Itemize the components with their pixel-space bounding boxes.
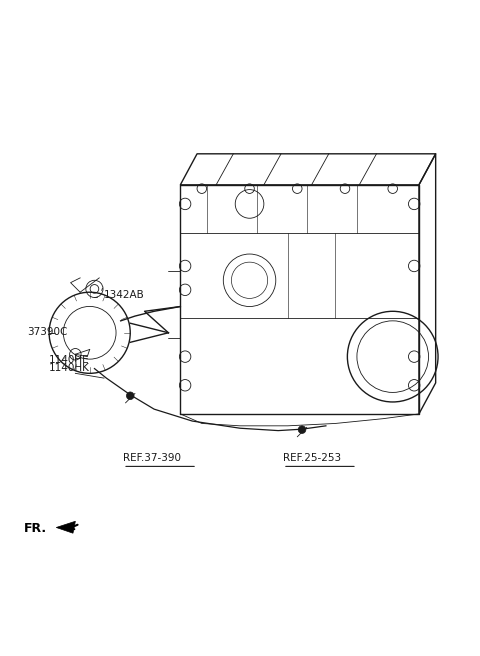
Text: REF.37-390: REF.37-390: [123, 453, 181, 462]
Text: 1140HK: 1140HK: [49, 363, 90, 373]
Circle shape: [298, 426, 306, 434]
Text: 1140HE: 1140HE: [49, 355, 90, 365]
Text: FR.: FR.: [24, 522, 48, 535]
Text: 1342AB: 1342AB: [104, 291, 145, 300]
Text: 37390C: 37390C: [28, 327, 68, 337]
Text: REF.25-253: REF.25-253: [283, 453, 341, 462]
Polygon shape: [56, 522, 75, 533]
Circle shape: [126, 392, 134, 400]
